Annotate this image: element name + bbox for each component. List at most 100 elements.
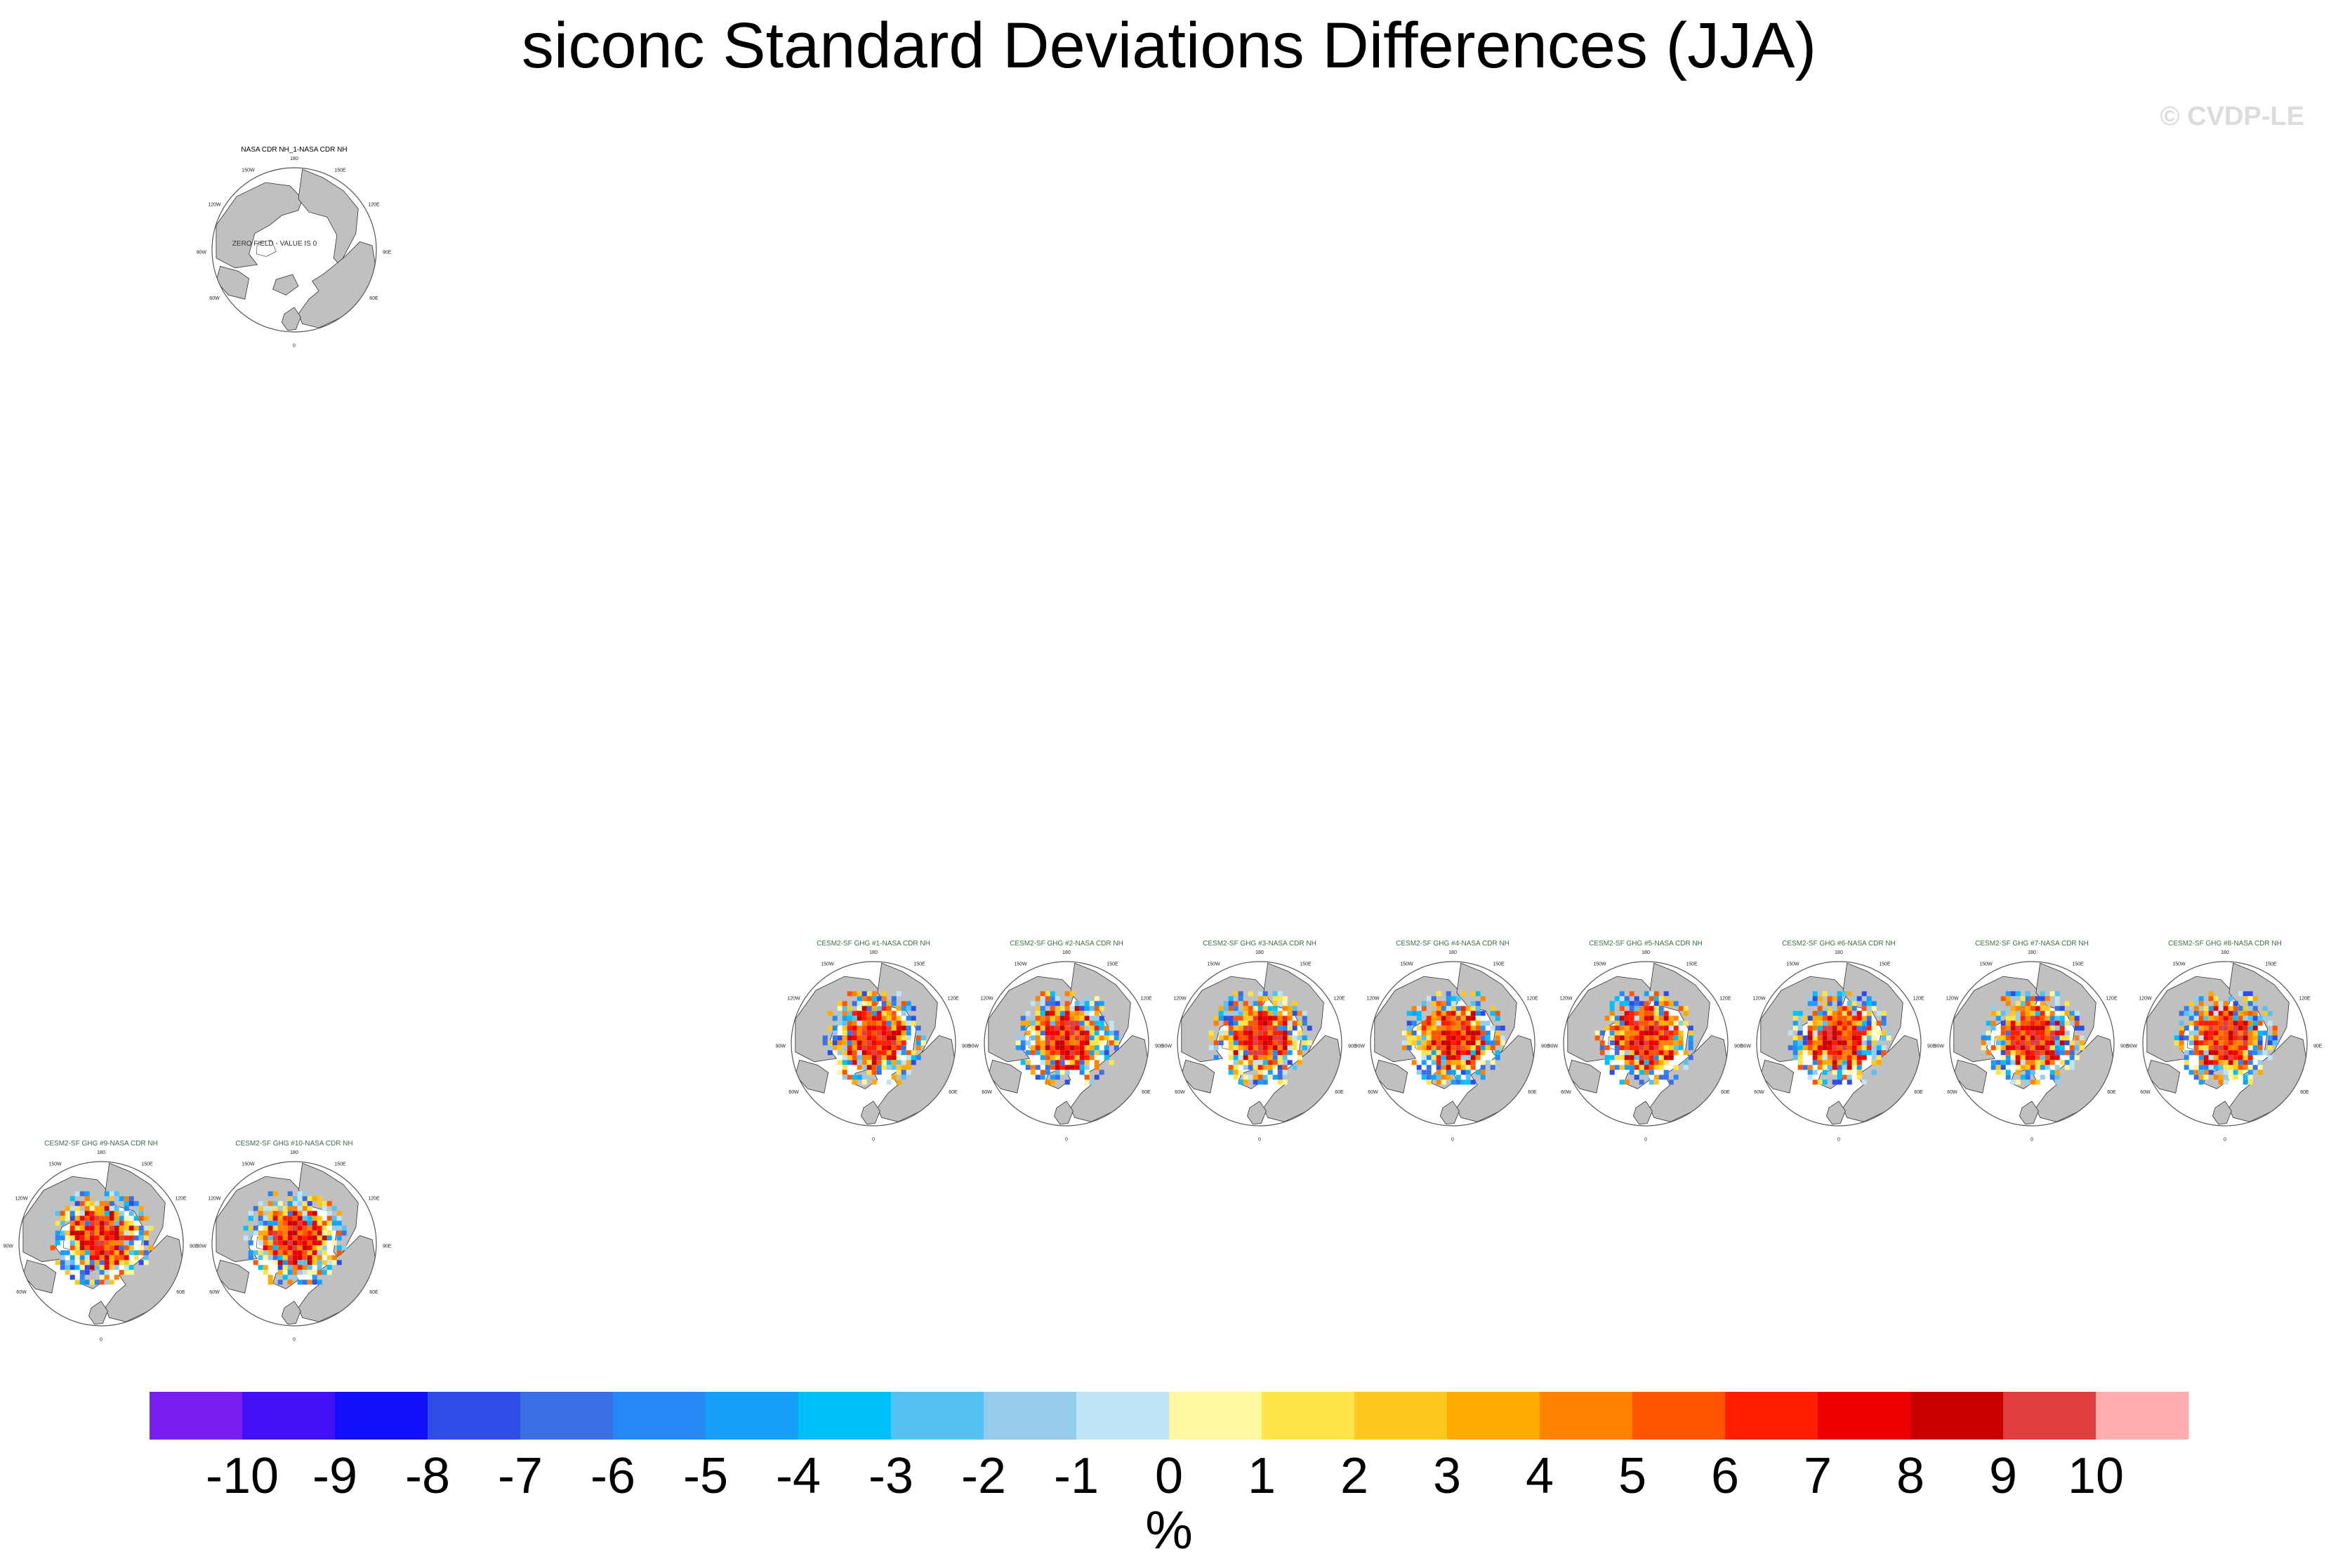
- heatmap-cell: [307, 1255, 312, 1261]
- heatmap-cell: [1431, 1016, 1437, 1021]
- heatmap-cell: [881, 1045, 887, 1051]
- heatmap-cell: [861, 1079, 867, 1085]
- heatmap-cell: [253, 1260, 258, 1265]
- heatmap-cell: [1861, 1040, 1867, 1046]
- heatmap-cell: [317, 1230, 322, 1236]
- heatmap-cell: [128, 1250, 134, 1256]
- land-mass: [1054, 1101, 1074, 1125]
- heatmap-cell: [1644, 1040, 1649, 1046]
- heatmap-cell: [1069, 1040, 1075, 1046]
- heatmap-cell: [89, 1280, 95, 1285]
- heatmap-cell: [1604, 1016, 1610, 1021]
- heatmap-cell: [297, 1240, 303, 1246]
- heatmap-cell: [1035, 1045, 1041, 1051]
- heatmap-cell: [1277, 1001, 1283, 1006]
- heatmap-cell: [2233, 1006, 2238, 1011]
- heatmap-cell: [1040, 1055, 1045, 1061]
- heatmap-cell: [1629, 1006, 1634, 1011]
- heatmap-cell: [1228, 1045, 1234, 1051]
- heatmap-cell: [138, 1206, 144, 1211]
- heatmap-cell: [2233, 1070, 2238, 1075]
- heatmap-cell: [317, 1280, 322, 1285]
- heatmap-cell: [104, 1221, 110, 1226]
- heatmap-cell: [1619, 1040, 1625, 1046]
- heatmap-cell: [1490, 1045, 1495, 1051]
- heatmap-cell: [2045, 1045, 2050, 1051]
- heatmap-cell: [2257, 1070, 2263, 1075]
- longitude-label: 0: [293, 1338, 296, 1343]
- heatmap-cell: [1802, 1065, 1808, 1070]
- heatmap-cell: [1446, 1060, 1451, 1065]
- heatmap-cell: [317, 1201, 322, 1207]
- heatmap-cell: [1470, 1055, 1476, 1061]
- heatmap-cell: [871, 991, 877, 997]
- heatmap-cell: [277, 1260, 283, 1265]
- heatmap-cell: [1050, 1079, 1055, 1085]
- heatmap-cell: [1495, 1035, 1500, 1041]
- heatmap-cell: [1451, 1040, 1456, 1046]
- heatmap-cell: [2064, 1001, 2070, 1006]
- heatmap-cell: [258, 1211, 263, 1216]
- heatmap-cell: [1277, 1030, 1283, 1036]
- heatmap-cell: [857, 1016, 862, 1021]
- heatmap-cell: [1277, 1021, 1283, 1026]
- heatmap-cell: [1277, 1040, 1283, 1046]
- heatmap-cell: [1431, 1055, 1437, 1061]
- heatmap-cell: [99, 1255, 105, 1261]
- heatmap-cell: [1837, 1001, 1842, 1006]
- heatmap-cell: [2193, 1025, 2199, 1031]
- heatmap-cell: [1856, 1035, 1862, 1041]
- heatmap-cell: [1208, 1030, 1214, 1036]
- heatmap-cell: [1084, 1079, 1090, 1085]
- longitude-label: 120W: [208, 203, 221, 208]
- heatmap-cell: [336, 1245, 342, 1251]
- heatmap-cell: [1668, 1001, 1674, 1006]
- heatmap-cell: [89, 1240, 95, 1246]
- heatmap-cell: [1653, 1075, 1659, 1080]
- heatmap-cell: [1228, 1065, 1234, 1070]
- heatmap-cell: [1465, 1055, 1471, 1061]
- longitude-label: 60E: [176, 1290, 185, 1295]
- heatmap-cell: [302, 1211, 308, 1216]
- heatmap-cell: [1827, 1035, 1832, 1041]
- heatmap-cell: [297, 1230, 303, 1236]
- heatmap-cell: [2030, 1040, 2035, 1046]
- heatmap-cell: [1634, 1035, 1639, 1041]
- heatmap-cell: [1609, 1011, 1615, 1016]
- heatmap-cell: [89, 1201, 95, 1207]
- heatmap-cell: [1030, 1035, 1036, 1041]
- heatmap-cell: [1827, 1011, 1832, 1016]
- heatmap-cell: [2079, 1045, 2085, 1051]
- heatmap-cell: [1297, 1011, 1302, 1016]
- heatmap-cell: [2020, 1040, 2026, 1046]
- heatmap-cell: [70, 1255, 75, 1261]
- heatmap-cell: [857, 1055, 862, 1061]
- heatmap-cell: [312, 1280, 317, 1285]
- heatmap-cell: [847, 1045, 852, 1051]
- heatmap-cell: [1446, 1021, 1451, 1026]
- heatmap-cell: [1045, 1040, 1050, 1046]
- heatmap-cell: [916, 1035, 921, 1041]
- heatmap-cell: [1460, 1035, 1466, 1041]
- heatmap-cell: [1851, 1050, 1857, 1056]
- heatmap-cell: [1436, 1060, 1441, 1065]
- heatmap-cell: [1792, 1035, 1798, 1041]
- heatmap-cell: [2015, 1079, 2021, 1085]
- heatmap-cell: [2015, 1021, 2021, 1026]
- heatmap-cell: [1040, 1075, 1045, 1080]
- heatmap-cell: [277, 1206, 283, 1211]
- heatmap-cell: [74, 1221, 80, 1226]
- heatmap-cell: [1084, 1040, 1090, 1046]
- heatmap-cell: [326, 1211, 332, 1216]
- heatmap-cell: [109, 1221, 114, 1226]
- heatmap-cell: [891, 1065, 897, 1070]
- heatmap-cell: [891, 1016, 897, 1021]
- heatmap-cell: [1644, 1055, 1649, 1061]
- heatmap-cell: [2020, 1065, 2026, 1070]
- heatmap-cell: [84, 1235, 90, 1241]
- heatmap-cell: [876, 1045, 882, 1051]
- heatmap-cell: [74, 1211, 80, 1216]
- heatmap-cell: [1292, 1006, 1297, 1011]
- heatmap-cell: [1431, 1025, 1437, 1031]
- heatmap-cell: [341, 1225, 347, 1231]
